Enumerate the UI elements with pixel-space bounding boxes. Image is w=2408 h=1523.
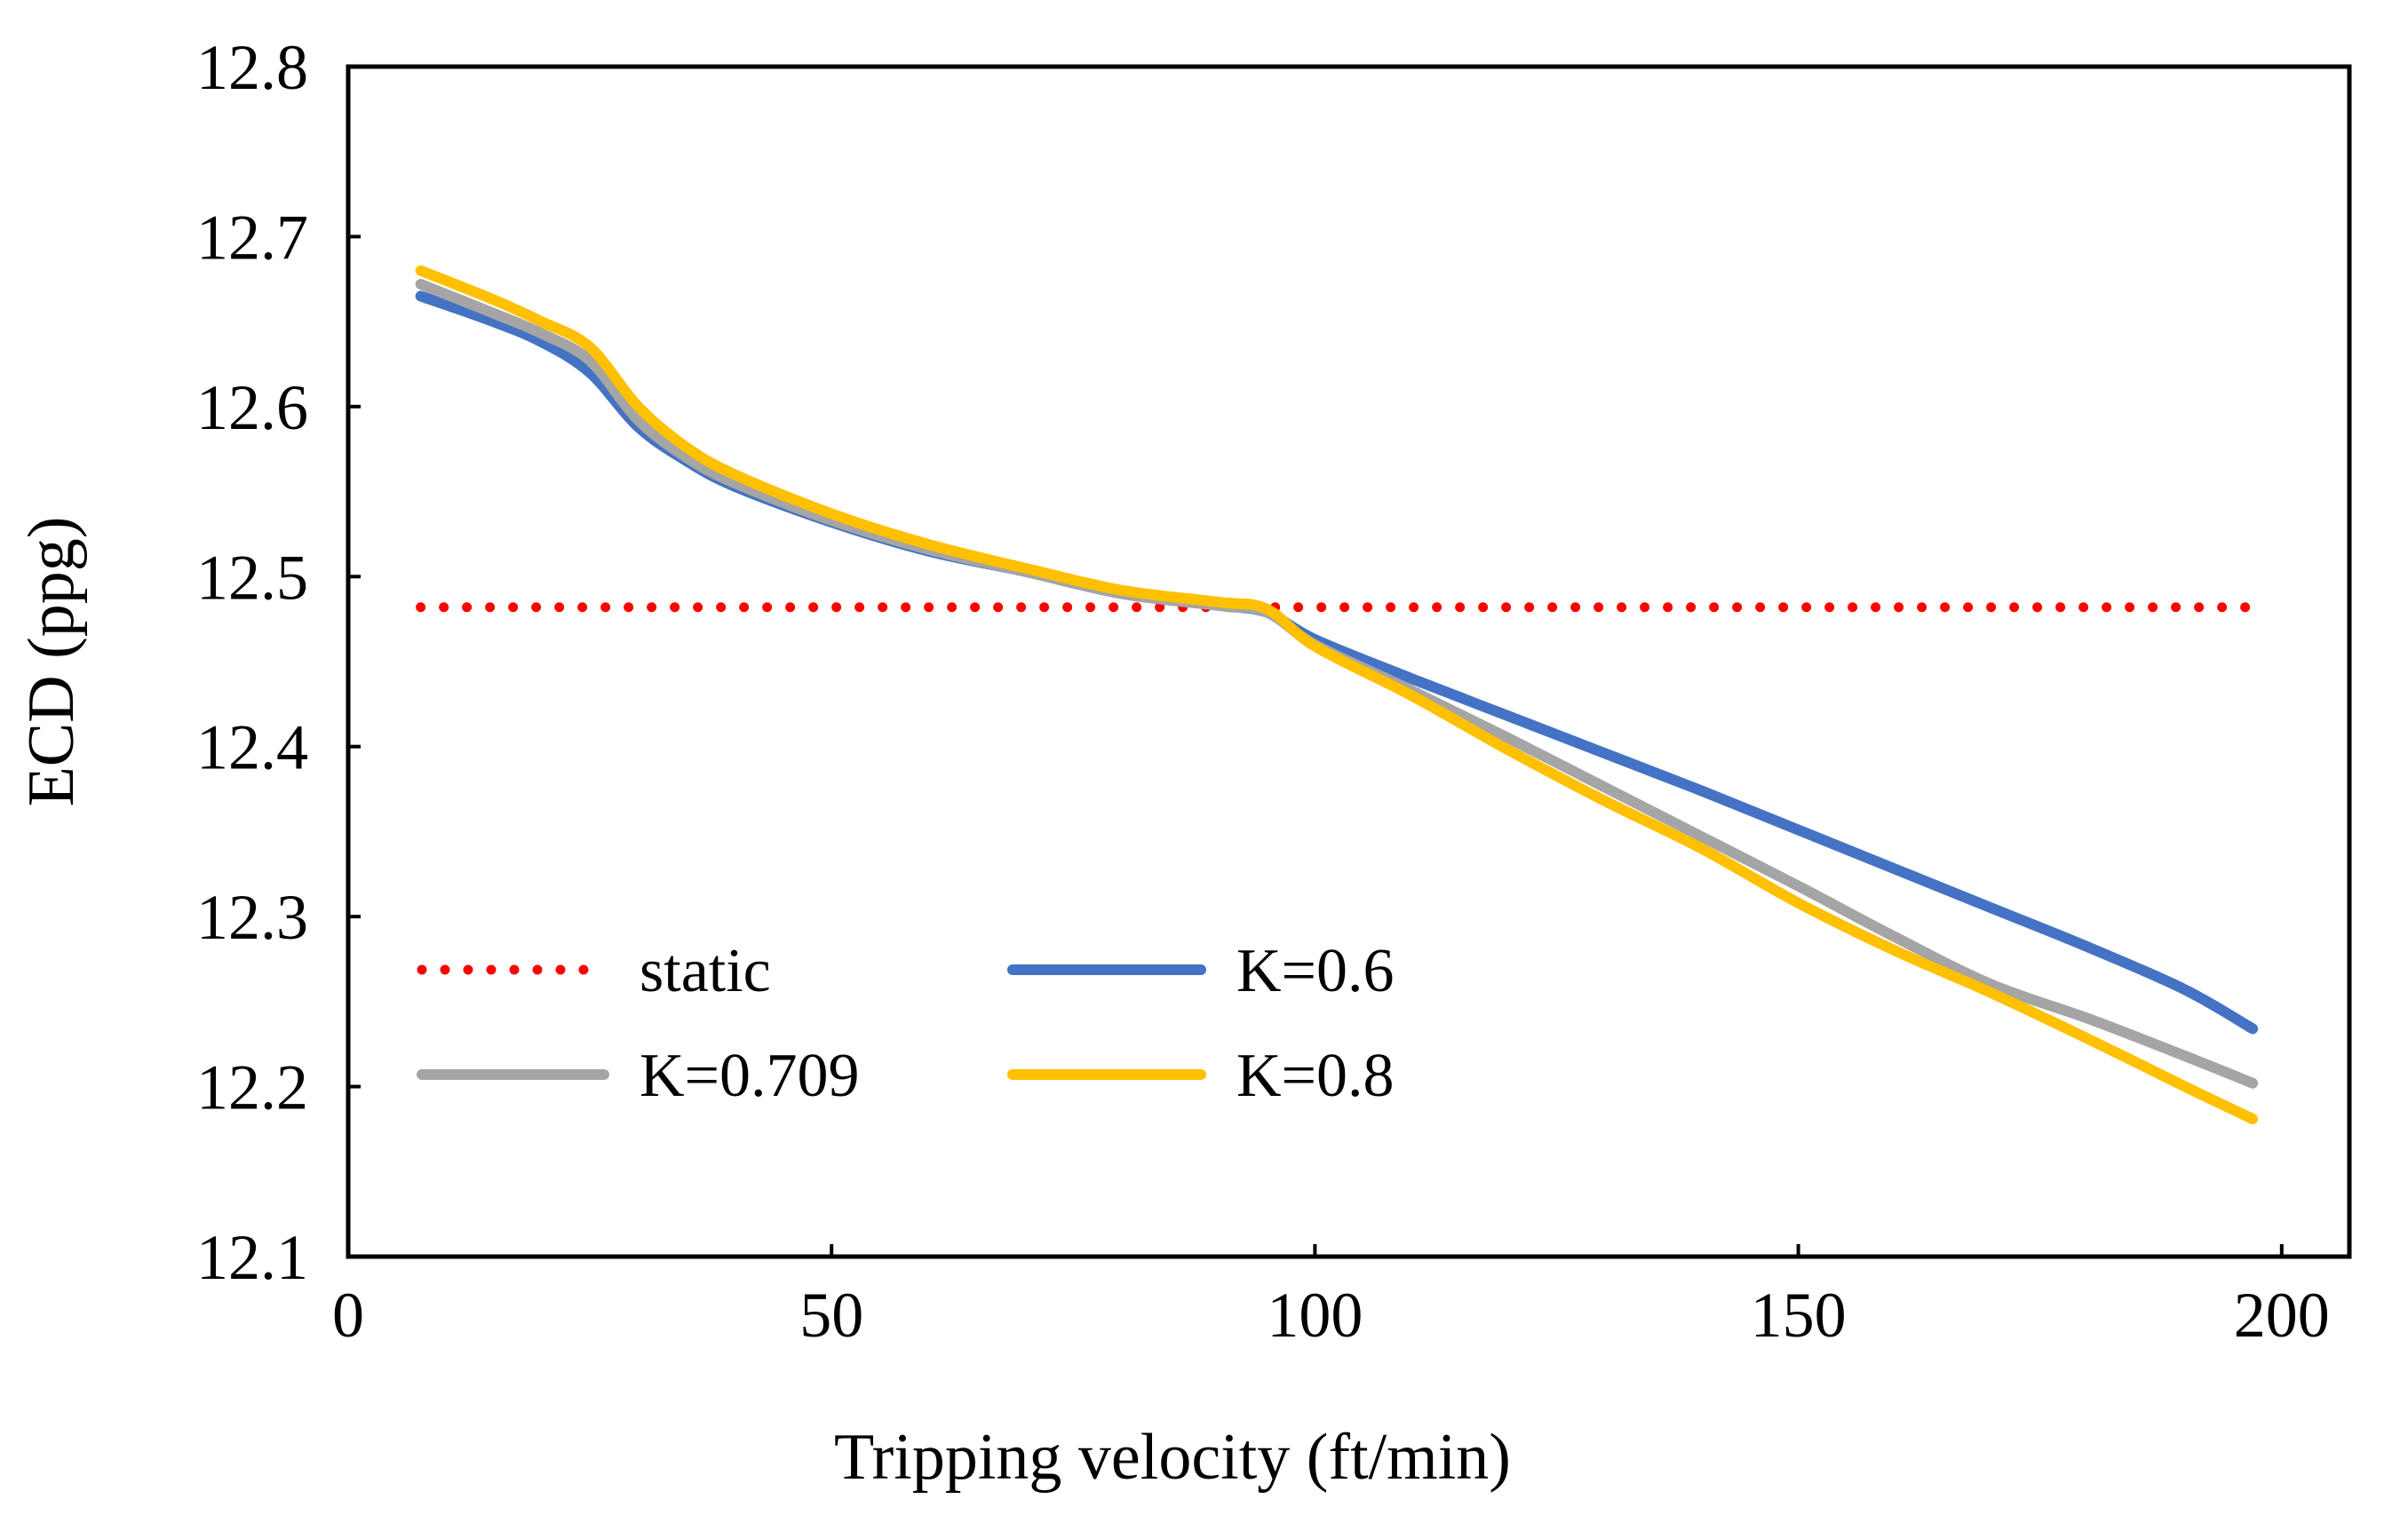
y-tick-label: 12.6 bbox=[196, 372, 308, 443]
y-tick-label: 12.3 bbox=[196, 882, 308, 953]
legend-label-k-0-8: K=0.8 bbox=[1236, 1042, 1395, 1110]
x-tick-label: 100 bbox=[1267, 1280, 1363, 1351]
y-axis-title: ECD (ppg) bbox=[15, 517, 88, 807]
x-axis-ticks: 0 50 100 150 200 bbox=[332, 1244, 2330, 1351]
plot-area-frame bbox=[346, 64, 2352, 1259]
y-tick-label: 12.1 bbox=[196, 1222, 308, 1293]
y-axis-ticks: 12.1 12.2 12.3 12.4 12.5 12.6 12.7 12.8 bbox=[196, 32, 361, 1293]
x-tick-label: 50 bbox=[799, 1280, 863, 1351]
series-line-k-0-8 bbox=[415, 265, 2259, 1124]
legend-label-static: static bbox=[640, 937, 771, 1005]
y-tick-label: 12.2 bbox=[196, 1052, 308, 1123]
legend-label-k-0-709: K=0.709 bbox=[640, 1042, 860, 1110]
x-tick-label: 150 bbox=[1751, 1280, 1847, 1351]
y-tick-label: 12.4 bbox=[196, 712, 308, 783]
series-layer bbox=[415, 265, 2259, 1124]
legend: static K=0.6 K=0.709 K=0.8 bbox=[417, 937, 1395, 1110]
x-tick-label: 200 bbox=[2234, 1280, 2330, 1351]
y-tick-label: 12.8 bbox=[196, 32, 308, 103]
x-axis-title: Tripping velocity (ft/min) bbox=[834, 1421, 1511, 1494]
x-tick-label: 0 bbox=[332, 1280, 364, 1351]
legend-label-k-0-6: K=0.6 bbox=[1236, 937, 1395, 1005]
y-tick-label: 12.5 bbox=[196, 542, 308, 613]
y-tick-label: 12.7 bbox=[196, 202, 308, 273]
